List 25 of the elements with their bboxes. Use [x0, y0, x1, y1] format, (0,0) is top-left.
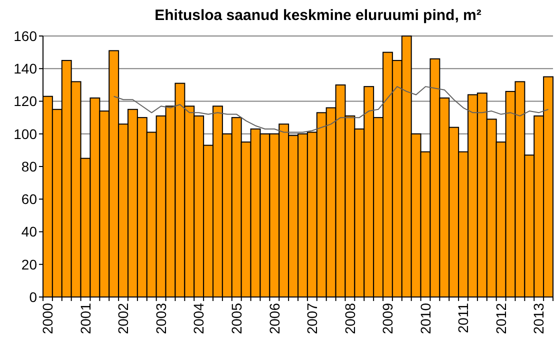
- x-tick-label: 2000: [40, 302, 56, 334]
- x-tick-label: 2008: [342, 302, 358, 334]
- x-tick-label: 2005: [228, 302, 245, 334]
- line-series: [113, 86, 549, 133]
- y-tick-label: 160: [14, 28, 38, 44]
- x-tick-label: 2007: [304, 302, 320, 334]
- x-tick-label: 2012: [492, 302, 509, 334]
- x-tick-label: 2001: [77, 302, 94, 334]
- y-tick-label: 0: [29, 288, 38, 305]
- y-tick-label: 100: [14, 126, 38, 142]
- x-tick-label: 2006: [266, 302, 282, 334]
- y-tick-label: 140: [14, 60, 38, 77]
- x-tick-label: 2002: [115, 302, 132, 334]
- x-tick-label: 2003: [152, 302, 169, 334]
- chart-title: Ehitusloa saanud keskmine eluruumi pind, m²: [154, 7, 482, 24]
- y-tick-label: 120: [14, 93, 38, 110]
- x-tick-label: 2011: [455, 302, 472, 334]
- x-tick-label: 2010: [417, 302, 434, 334]
- y-tick-label: 60: [21, 191, 38, 208]
- x-tick-label: 2013: [530, 302, 547, 334]
- y-tick-label: 80: [21, 158, 38, 174]
- y-tick-label: 40: [21, 224, 38, 240]
- y-tick-label: 20: [21, 256, 38, 272]
- x-tick-label: 2004: [190, 302, 207, 334]
- x-tick-label: 2009: [380, 302, 396, 334]
